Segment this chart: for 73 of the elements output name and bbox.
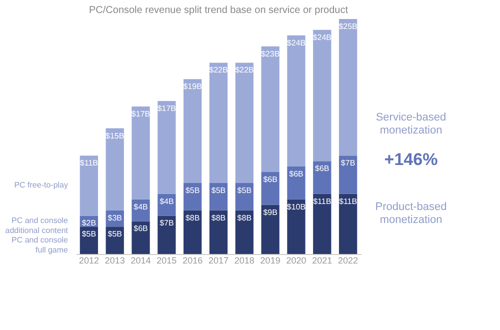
data-label: $23B bbox=[260, 49, 280, 58]
data-label: $15B bbox=[106, 131, 124, 140]
bar bbox=[184, 210, 202, 254]
bar bbox=[287, 199, 306, 254]
data-label: $11B bbox=[80, 158, 98, 168]
bar bbox=[184, 79, 202, 183]
bar bbox=[209, 210, 228, 254]
bar bbox=[261, 172, 280, 205]
data-label: $4B bbox=[134, 202, 148, 212]
data-label: $5B bbox=[108, 230, 122, 239]
bar bbox=[261, 46, 280, 172]
data-label: $5B bbox=[237, 186, 252, 195]
data-label: $24B bbox=[312, 32, 332, 42]
data-label: $6B bbox=[263, 175, 278, 184]
data-label: $25B bbox=[338, 22, 358, 31]
data-label: $8B bbox=[211, 213, 226, 222]
bar bbox=[158, 100, 176, 194]
x-tick-label: 2013 bbox=[104, 256, 125, 266]
data-label: $17B bbox=[131, 109, 150, 118]
data-label: $6B bbox=[315, 164, 330, 174]
x-tick-label: 2015 bbox=[156, 256, 177, 266]
bar bbox=[313, 194, 332, 254]
x-tick-label: 2022 bbox=[338, 256, 358, 266]
bar bbox=[313, 161, 332, 194]
data-label: $5B bbox=[185, 186, 200, 195]
series-label: PC free-to-play bbox=[14, 180, 68, 190]
data-label: $2B bbox=[82, 218, 96, 228]
bar bbox=[80, 156, 98, 216]
data-label: $19B bbox=[183, 82, 202, 92]
data-label: $5B bbox=[211, 186, 226, 195]
series-label: PC and console additional content bbox=[5, 216, 69, 236]
data-label: $11B bbox=[339, 196, 358, 206]
data-label: $6B bbox=[289, 170, 304, 179]
bar bbox=[209, 62, 228, 183]
text: Service-based monetization bbox=[376, 112, 446, 137]
data-label: $4B bbox=[160, 196, 174, 206]
chart-title: PC/Console revenue split trend base on service or product bbox=[88, 5, 348, 16]
data-label: $5B bbox=[82, 230, 96, 239]
bar bbox=[313, 30, 332, 162]
x-tick-label: 2017 bbox=[208, 256, 229, 266]
bar bbox=[287, 35, 306, 167]
data-label: $9B bbox=[263, 208, 278, 217]
x-tick-label: 2018 bbox=[234, 256, 254, 266]
data-label: $17B bbox=[157, 104, 176, 113]
x-tick-label: 2012 bbox=[78, 256, 99, 266]
x-tick-label: 2014 bbox=[130, 256, 151, 266]
bar bbox=[158, 216, 176, 254]
bar bbox=[338, 19, 358, 156]
bar bbox=[132, 221, 150, 254]
data-label: $6B bbox=[134, 224, 148, 234]
text: +146% bbox=[384, 150, 438, 169]
x-tick-label: 2016 bbox=[182, 256, 203, 266]
data-label: $8B bbox=[185, 213, 200, 222]
data-label: $10B bbox=[286, 202, 306, 212]
bar bbox=[261, 204, 280, 254]
text: Product-based monetization bbox=[375, 201, 447, 226]
data-label: $7B bbox=[160, 218, 174, 228]
bar bbox=[287, 166, 306, 200]
data-label: $7B bbox=[340, 158, 356, 168]
series-label: PC and console full game bbox=[12, 235, 69, 254]
bar bbox=[235, 62, 254, 183]
x-tick-label: 2020 bbox=[286, 256, 306, 266]
bar bbox=[132, 106, 150, 200]
bar bbox=[235, 210, 254, 254]
x-tick-label: 2019 bbox=[260, 256, 280, 266]
bar bbox=[338, 156, 358, 194]
x-tick-label: 2021 bbox=[312, 256, 332, 266]
data-label: $11B bbox=[313, 196, 332, 206]
bar bbox=[106, 128, 124, 210]
data-label: $3B bbox=[108, 213, 122, 222]
bar bbox=[338, 194, 358, 254]
data-label: $24B bbox=[286, 38, 306, 48]
data-label: $8B bbox=[237, 213, 252, 222]
